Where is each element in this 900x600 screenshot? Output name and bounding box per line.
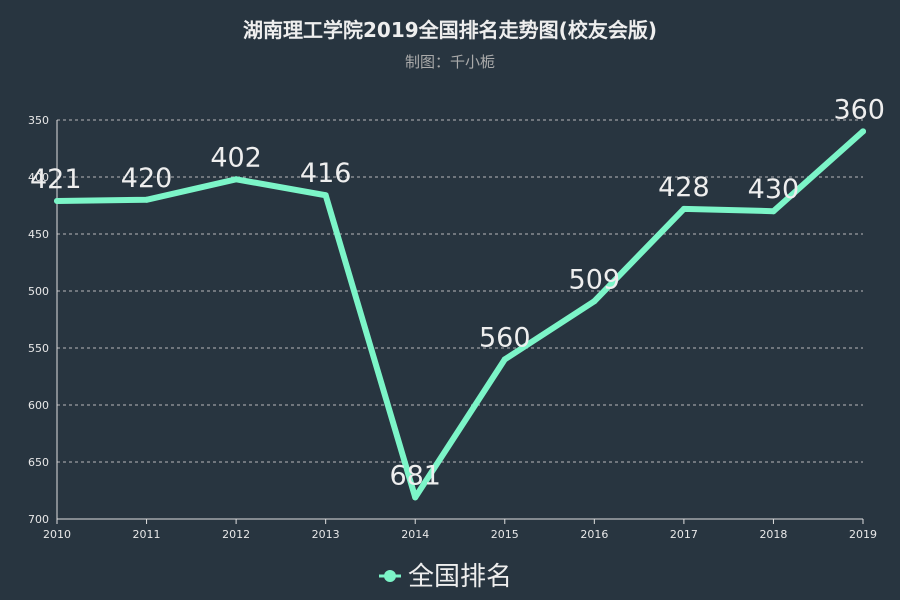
- x-tick-label: 2012: [222, 528, 250, 541]
- axes: 350 400 450 500 550 600 650 700 2010 2011 2012 2013…: [28, 114, 877, 541]
- y-tick-label: 500: [28, 285, 49, 298]
- data-point[interactable]: [501, 356, 508, 363]
- data-point[interactable]: [591, 298, 598, 305]
- chart-title: 湖南理工学院2019全国排名走势图(校友会版): [243, 18, 657, 42]
- data-label: 360: [833, 94, 885, 125]
- data-label: 420: [121, 163, 173, 194]
- data-label: 560: [479, 322, 531, 353]
- grid-lines: [57, 119, 863, 463]
- data-label: 681: [389, 460, 441, 491]
- x-tick-label: 2010: [43, 528, 71, 541]
- series: [54, 128, 866, 501]
- x-tick-label: 2016: [580, 528, 608, 541]
- y-tick-label: 700: [28, 513, 49, 526]
- y-tick-label: 600: [28, 399, 49, 412]
- y-tick-label: 350: [28, 114, 49, 127]
- data-point[interactable]: [143, 196, 150, 203]
- y-tick-label: 550: [28, 342, 49, 355]
- x-tick-label: 2017: [670, 528, 698, 541]
- y-tick-label: 650: [28, 456, 49, 469]
- chart-subtitle: 制图：千小栀: [405, 53, 495, 71]
- data-label: 416: [300, 158, 352, 189]
- x-tick-label: 2018: [759, 528, 787, 541]
- data-point[interactable]: [54, 197, 60, 204]
- x-tick-label: 2013: [312, 528, 340, 541]
- x-tick-label: 2019: [849, 528, 877, 541]
- data-point[interactable]: [680, 205, 687, 212]
- data-point[interactable]: [233, 176, 240, 183]
- data-point[interactable]: [412, 494, 419, 501]
- data-label: 421: [30, 164, 82, 195]
- data-point[interactable]: [322, 192, 329, 199]
- data-label: 402: [210, 142, 262, 173]
- data-label: 509: [569, 264, 621, 295]
- data-point[interactable]: [860, 128, 866, 135]
- legend-marker-icon: [384, 570, 396, 582]
- x-tick-label: 2015: [491, 528, 519, 541]
- legend[interactable]: 全国排名: [379, 562, 512, 592]
- data-point[interactable]: [770, 208, 777, 215]
- y-tick-label: 450: [28, 228, 49, 241]
- x-tick-label: 2011: [133, 528, 161, 541]
- y-tick-label: 400: [28, 171, 49, 184]
- legend-label: 全国排名: [408, 562, 512, 592]
- data-label: 430: [748, 174, 800, 205]
- data-label: 428: [658, 172, 710, 203]
- data-labels: 421 420 402 416 681 560 509 428 430 360: [30, 94, 885, 491]
- x-tick-label: 2014: [401, 528, 429, 541]
- series-line: [54, 128, 866, 501]
